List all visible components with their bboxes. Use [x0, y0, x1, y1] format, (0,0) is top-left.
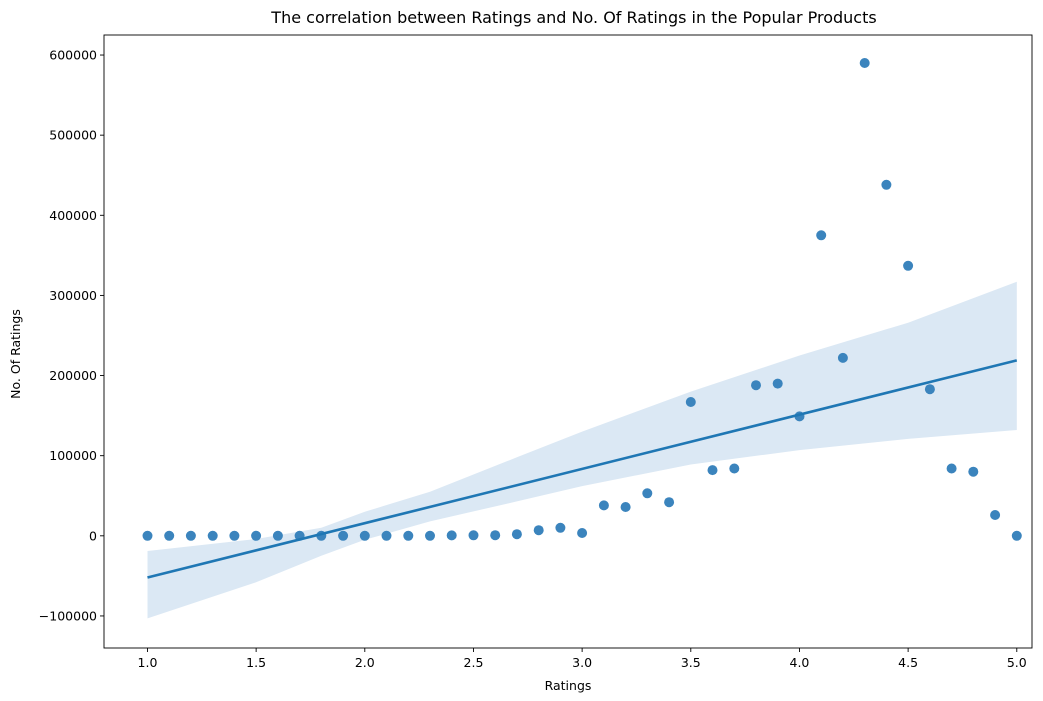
scatter-point — [185, 530, 196, 541]
scatter-point — [359, 530, 370, 541]
y-tick-label: 300000 — [49, 288, 97, 303]
scatter-point — [403, 530, 414, 541]
x-tick-label: 2.0 — [355, 655, 375, 670]
x-tick-label: 3.5 — [681, 655, 701, 670]
x-tick-label: 5.0 — [1007, 655, 1027, 670]
y-tick-label: 500000 — [49, 128, 97, 143]
scatter-point — [490, 530, 501, 541]
scatter-point — [642, 488, 653, 499]
scatter-point — [468, 530, 479, 541]
plot-frame — [103, 34, 1033, 649]
scatter-point — [511, 529, 522, 540]
y-tick-label: 600000 — [49, 48, 97, 63]
scatter-point — [1011, 530, 1022, 541]
scatter-point — [381, 530, 392, 541]
scatter-point — [816, 230, 827, 241]
x-tick-label: 4.0 — [790, 655, 810, 670]
y-tick-label: −100000 — [39, 608, 97, 623]
scatter-point — [533, 525, 544, 536]
scatter-point — [425, 530, 435, 541]
chart-title: The correlation between Ratings and No. … — [270, 8, 876, 27]
scatter-point — [577, 528, 588, 538]
scatter-point — [881, 179, 892, 190]
scatter-point — [598, 500, 609, 511]
scatter-point — [990, 510, 1001, 520]
y-tick-label: 200000 — [49, 368, 97, 383]
scatter-point — [620, 502, 631, 512]
scatter-point — [946, 463, 957, 474]
scatter-point — [903, 260, 914, 271]
scatter-point — [751, 380, 761, 391]
scatter-point — [707, 465, 718, 476]
scatter-point — [772, 378, 783, 389]
scatter-point — [924, 384, 935, 395]
scatter-point — [251, 530, 262, 541]
scatter-point — [968, 466, 979, 477]
scatter-point — [272, 530, 283, 541]
scatter-point — [555, 522, 566, 533]
y-tick-label: 0 — [89, 528, 97, 543]
x-tick-label: 1.5 — [246, 655, 266, 670]
scatter-point — [664, 497, 675, 508]
y-tick-label: 400000 — [49, 208, 97, 223]
confidence-band — [147, 281, 1017, 619]
axes: 1.0 1.5 2.0 2.5 3.0 3.5 4.0 4.5 5.0 −100000 0 10000… — [39, 34, 1033, 670]
x-tick-label: 4.5 — [898, 655, 918, 670]
x-tick-label: 3.0 — [572, 655, 592, 670]
scatter-point — [685, 397, 696, 407]
scatter-point — [446, 530, 457, 541]
scatter-point — [142, 530, 153, 541]
x-tick-label: 1.0 — [138, 655, 158, 670]
scatter-point — [338, 530, 349, 541]
y-axis-label: No. Of Ratings — [8, 309, 23, 399]
y-tick-label: 100000 — [49, 448, 97, 463]
scatter-point — [229, 530, 240, 541]
scatter-point — [837, 352, 848, 363]
scatter-point — [164, 530, 175, 541]
x-tick-label: 2.5 — [464, 655, 484, 670]
scatter-point — [207, 530, 218, 541]
scatter-point — [729, 463, 740, 474]
regression-line — [147, 359, 1018, 579]
plot-area — [142, 58, 1022, 619]
x-axis-label: Ratings — [545, 678, 592, 693]
scatter-point — [859, 58, 870, 68]
